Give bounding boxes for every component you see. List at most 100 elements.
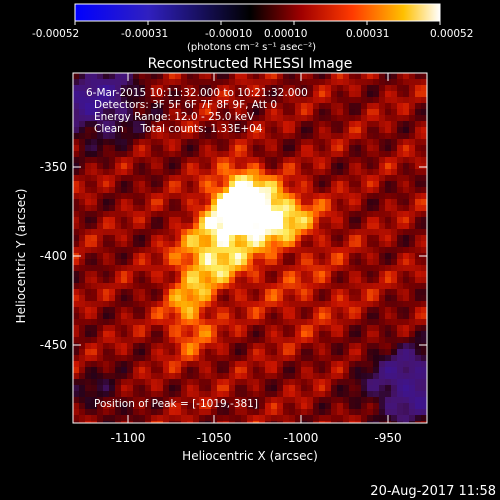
- image-pixel: [301, 325, 307, 331]
- image-pixel: [127, 241, 133, 247]
- image-pixel: [253, 247, 259, 253]
- image-pixel: [259, 79, 265, 85]
- image-pixel: [397, 199, 403, 205]
- image-pixel: [229, 277, 235, 283]
- image-pixel: [421, 421, 427, 423]
- image-pixel: [151, 121, 157, 127]
- image-pixel: [289, 187, 295, 193]
- image-pixel: [415, 259, 421, 265]
- image-pixel: [223, 103, 229, 109]
- image-pixel: [289, 409, 295, 415]
- image-pixel: [199, 265, 205, 271]
- image-pixel: [313, 295, 319, 301]
- image-pixel: [289, 349, 295, 355]
- image-pixel: [217, 259, 223, 265]
- image-pixel: [85, 187, 91, 193]
- image-pixel: [307, 319, 313, 325]
- image-pixel: [127, 163, 133, 169]
- image-pixel: [265, 103, 271, 109]
- image-pixel: [133, 145, 139, 151]
- image-pixel: [337, 343, 343, 349]
- image-pixel: [169, 385, 175, 391]
- image-pixel: [205, 73, 211, 79]
- image-pixel: [325, 205, 331, 211]
- image-pixel: [415, 277, 421, 283]
- image-pixel: [193, 319, 199, 325]
- image-pixel: [307, 331, 313, 337]
- image-pixel: [151, 397, 157, 403]
- image-pixel: [421, 349, 427, 355]
- image-pixel: [79, 145, 85, 151]
- image-pixel: [73, 325, 79, 331]
- image-pixel: [229, 169, 235, 175]
- image-pixel: [157, 289, 163, 295]
- image-pixel: [403, 79, 409, 85]
- image-pixel: [79, 103, 85, 109]
- image-pixel: [139, 115, 145, 121]
- image-pixel: [265, 181, 271, 187]
- image-pixel: [205, 187, 211, 193]
- image-pixel: [361, 349, 367, 355]
- image-pixel: [247, 265, 253, 271]
- image-pixel: [235, 397, 241, 403]
- image-pixel: [421, 97, 427, 103]
- image-pixel: [151, 355, 157, 361]
- image-pixel: [91, 235, 97, 241]
- image-pixel: [415, 169, 421, 175]
- image-pixel: [235, 109, 241, 115]
- image-pixel: [253, 115, 259, 121]
- image-pixel: [241, 271, 247, 277]
- image-pixel: [229, 289, 235, 295]
- image-pixel: [115, 199, 121, 205]
- image-pixel: [73, 145, 79, 151]
- image-pixel: [109, 73, 115, 79]
- image-pixel: [379, 217, 385, 223]
- image-pixel: [223, 253, 229, 259]
- image-pixel: [169, 277, 175, 283]
- image-pixel: [373, 307, 379, 313]
- image-pixel: [187, 265, 193, 271]
- image-pixel: [295, 403, 301, 409]
- colorbar-tick-label: 0.00010: [264, 28, 307, 40]
- image-pixel: [259, 235, 265, 241]
- image-pixel: [229, 157, 235, 163]
- image-pixel: [283, 109, 289, 115]
- image-pixel: [301, 163, 307, 169]
- image-pixel: [169, 199, 175, 205]
- image-pixel: [241, 349, 247, 355]
- image-pixel: [241, 229, 247, 235]
- image-pixel: [253, 199, 259, 205]
- image-pixel: [127, 223, 133, 229]
- image-pixel: [415, 199, 421, 205]
- image-pixel: [79, 259, 85, 265]
- image-pixel: [133, 187, 139, 193]
- image-pixel: [103, 397, 109, 403]
- image-pixel: [361, 211, 367, 217]
- image-pixel: [283, 397, 289, 403]
- image-pixel: [103, 241, 109, 247]
- image-pixel: [367, 319, 373, 325]
- image-pixel: [259, 331, 265, 337]
- image-pixel: [157, 163, 163, 169]
- image-pixel: [283, 265, 289, 271]
- image-pixel: [265, 361, 271, 367]
- image-pixel: [169, 97, 175, 103]
- image-pixel: [151, 115, 157, 121]
- image-pixel: [205, 133, 211, 139]
- image-pixel: [199, 85, 205, 91]
- image-pixel: [205, 229, 211, 235]
- image-pixel: [361, 331, 367, 337]
- image-pixel: [103, 91, 109, 97]
- image-pixel: [301, 277, 307, 283]
- image-pixel: [373, 391, 379, 397]
- image-pixel: [331, 367, 337, 373]
- image-pixel: [397, 337, 403, 343]
- image-pixel: [301, 91, 307, 97]
- image-pixel: [169, 85, 175, 91]
- image-pixel: [283, 373, 289, 379]
- image-pixel: [331, 349, 337, 355]
- image-pixel: [331, 361, 337, 367]
- image-pixel: [355, 241, 361, 247]
- image-pixel: [73, 109, 79, 115]
- image-pixel: [127, 415, 133, 421]
